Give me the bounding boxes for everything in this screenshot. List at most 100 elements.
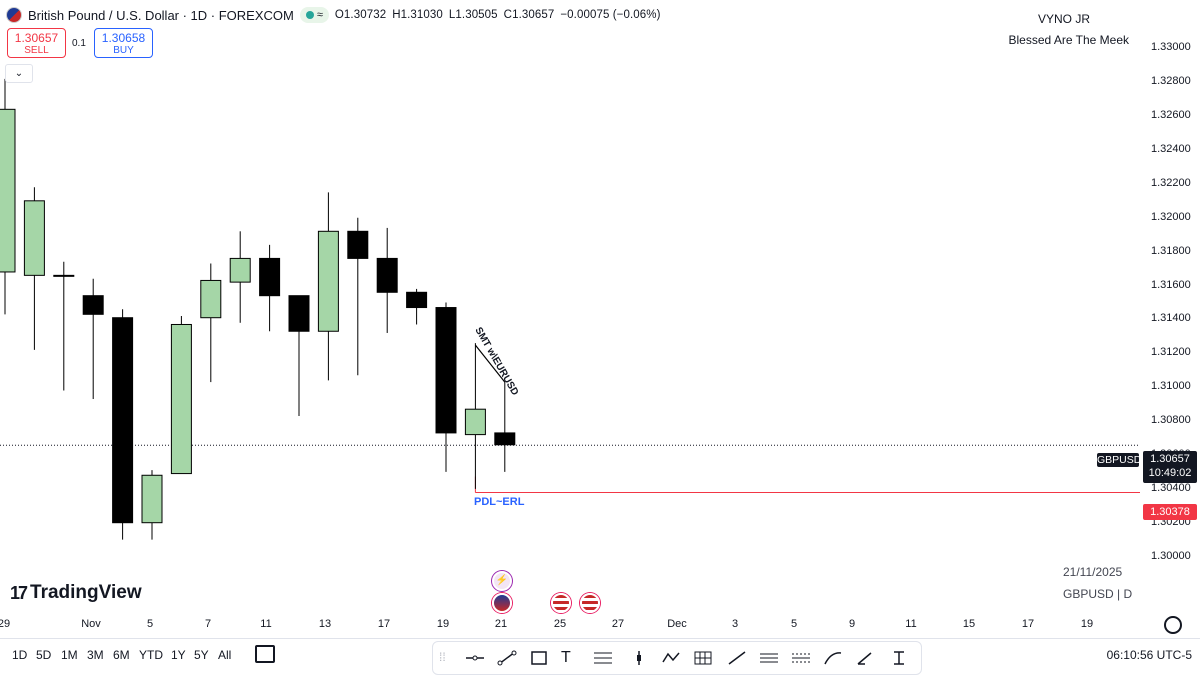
long-position-tool-icon[interactable] [629, 650, 649, 666]
sell-price: 1.30657 [14, 31, 59, 45]
price-axis-label: 1.31800 [1151, 244, 1191, 257]
range-button[interactable]: 1D [12, 648, 28, 662]
text-tool-icon[interactable]: T [561, 649, 571, 666]
event-gb-flag-icon[interactable] [492, 593, 512, 613]
time-axis-label: 11 [905, 618, 917, 630]
tradingview-logo-icon: 17 [10, 582, 28, 603]
price-axis-label: 1.31400 [1151, 312, 1191, 325]
range-button[interactable]: 1M [61, 648, 78, 662]
chart-canvas[interactable] [0, 0, 1140, 615]
chart-settings-gear-icon[interactable] [1164, 616, 1182, 634]
event-us-flag-icon[interactable] [551, 593, 571, 613]
symbol-title[interactable]: British Pound / U.S. Dollar · 1D · FOREX… [28, 7, 294, 23]
pitchfork-tool-icon[interactable] [791, 650, 811, 666]
symbol-badge: GBPUSD [1097, 453, 1142, 467]
range-button[interactable]: All [218, 648, 232, 662]
compare-calendar-icon[interactable] [255, 645, 275, 663]
symbol-legend: British Pound / U.S. Dollar · 1D · FOREX… [6, 7, 661, 23]
signature-name: VYNO JR [1037, 12, 1090, 26]
tradingview-logo[interactable]: 17 TradingView [10, 582, 142, 604]
candle-up [464, 408, 486, 436]
level-price-badge: 1.30378 [1143, 504, 1197, 520]
buy-price: 1.30658 [101, 31, 146, 45]
time-axis-label: 5 [146, 618, 154, 630]
horizontal-line-tool-icon[interactable] [465, 650, 485, 666]
order-quantity[interactable]: 0.1 [72, 38, 86, 49]
time-axis-label: 13 [318, 618, 332, 630]
time-axis-label: 15 [962, 618, 976, 630]
range-button[interactable]: 1Y [171, 648, 186, 662]
candle-down [406, 291, 428, 309]
time-axis-label: 17 [377, 618, 391, 630]
price-axis-label: 1.31200 [1151, 346, 1191, 359]
ray-tool-icon[interactable] [727, 650, 747, 666]
price-axis-label: 1.30400 [1151, 481, 1191, 494]
candle-down [347, 230, 369, 259]
candle-down [259, 257, 281, 297]
curve-tool-icon[interactable] [823, 650, 843, 666]
trend-line-tool-icon[interactable] [497, 650, 517, 666]
time-axis-label: 3 [731, 618, 739, 630]
pattern-tool-icon[interactable] [661, 650, 681, 666]
pdl-annotation[interactable]: PDL~ERL [474, 496, 525, 508]
price-axis-label: 1.32200 [1151, 176, 1191, 189]
measure-tool-icon[interactable] [889, 650, 909, 666]
sell-label: SELL [24, 45, 49, 56]
candle-down [288, 295, 310, 332]
market-status-pill[interactable]: ≈ [299, 7, 329, 23]
rectangle-tool-icon[interactable] [529, 650, 549, 666]
ohlc-close: C1.30657 [503, 9, 555, 21]
range-button[interactable]: 6M [113, 648, 130, 662]
drawing-tools-bar: ⁞⁞ T [432, 641, 922, 675]
time-axis-label: 7 [204, 618, 212, 630]
candle-down [494, 432, 516, 446]
price-axis-label: 1.33000 [1151, 41, 1191, 54]
candle-up [200, 279, 222, 319]
signature-tagline: Blessed Are The Meek [1008, 33, 1129, 47]
range-button[interactable]: YTD [139, 648, 163, 662]
time-axis-label: 5 [790, 618, 798, 630]
watermark-symbol: GBPUSD | D [1063, 587, 1133, 601]
candle-up [317, 230, 339, 332]
fib-retracement-tool-icon[interactable] [593, 650, 613, 666]
utc-clock[interactable]: 06:10:56 UTC-5 [1106, 648, 1192, 662]
time-axis-label: 21 [494, 618, 508, 630]
time-axis-label: 17 [1021, 618, 1035, 630]
price-axis-label: 1.30000 [1151, 549, 1191, 562]
price-axis-label: 1.32400 [1151, 142, 1191, 155]
event-us-flag-icon-2[interactable] [580, 593, 600, 613]
price-axis-label: 1.32000 [1151, 210, 1191, 223]
event-lightning-icon[interactable]: ⚡ [492, 571, 512, 591]
range-button[interactable]: 5D [36, 648, 52, 662]
drag-handle-icon[interactable]: ⁞⁞ [439, 650, 446, 664]
candle-up [0, 108, 16, 273]
range-button[interactable]: 5Y [194, 648, 209, 662]
time-axis-label: 9 [848, 618, 856, 630]
ohlc-open: O1.30732 [334, 9, 387, 21]
price-axis-label: 1.32600 [1151, 109, 1191, 122]
brush-tool-icon[interactable] [855, 650, 875, 666]
time-axis-label: 19 [1080, 618, 1094, 630]
parallel-channel-tool-icon[interactable] [759, 650, 779, 666]
time-axis-label: Nov [81, 618, 101, 630]
time-axis-label: 27 [611, 618, 625, 630]
time-axis-label: 11 [260, 618, 272, 630]
gbpusd-flag-icon [6, 7, 22, 23]
time-axis-label: 19 [436, 618, 450, 630]
price-axis-label: 1.32800 [1151, 75, 1191, 88]
buy-label: BUY [113, 45, 134, 56]
gann-box-tool-icon[interactable] [693, 650, 713, 666]
range-button[interactable]: 3M [87, 648, 104, 662]
chevron-down-icon: ⌄ [14, 68, 24, 79]
ohlc-low: L1.30505 [448, 9, 498, 21]
ohlc-high: H1.31030 [392, 9, 443, 21]
time-axis-label: 29 [0, 618, 11, 630]
watermark-date: 21/11/2025 [1063, 565, 1123, 579]
candle-down [435, 307, 457, 434]
candle-down [112, 317, 134, 524]
candle-up [23, 200, 45, 276]
time-axis-label: Dec [667, 618, 687, 630]
sell-button[interactable]: 1.30657 SELL [7, 28, 66, 58]
collapse-legend-button[interactable]: ⌄ [5, 64, 33, 83]
buy-button[interactable]: 1.30658 BUY [94, 28, 153, 58]
